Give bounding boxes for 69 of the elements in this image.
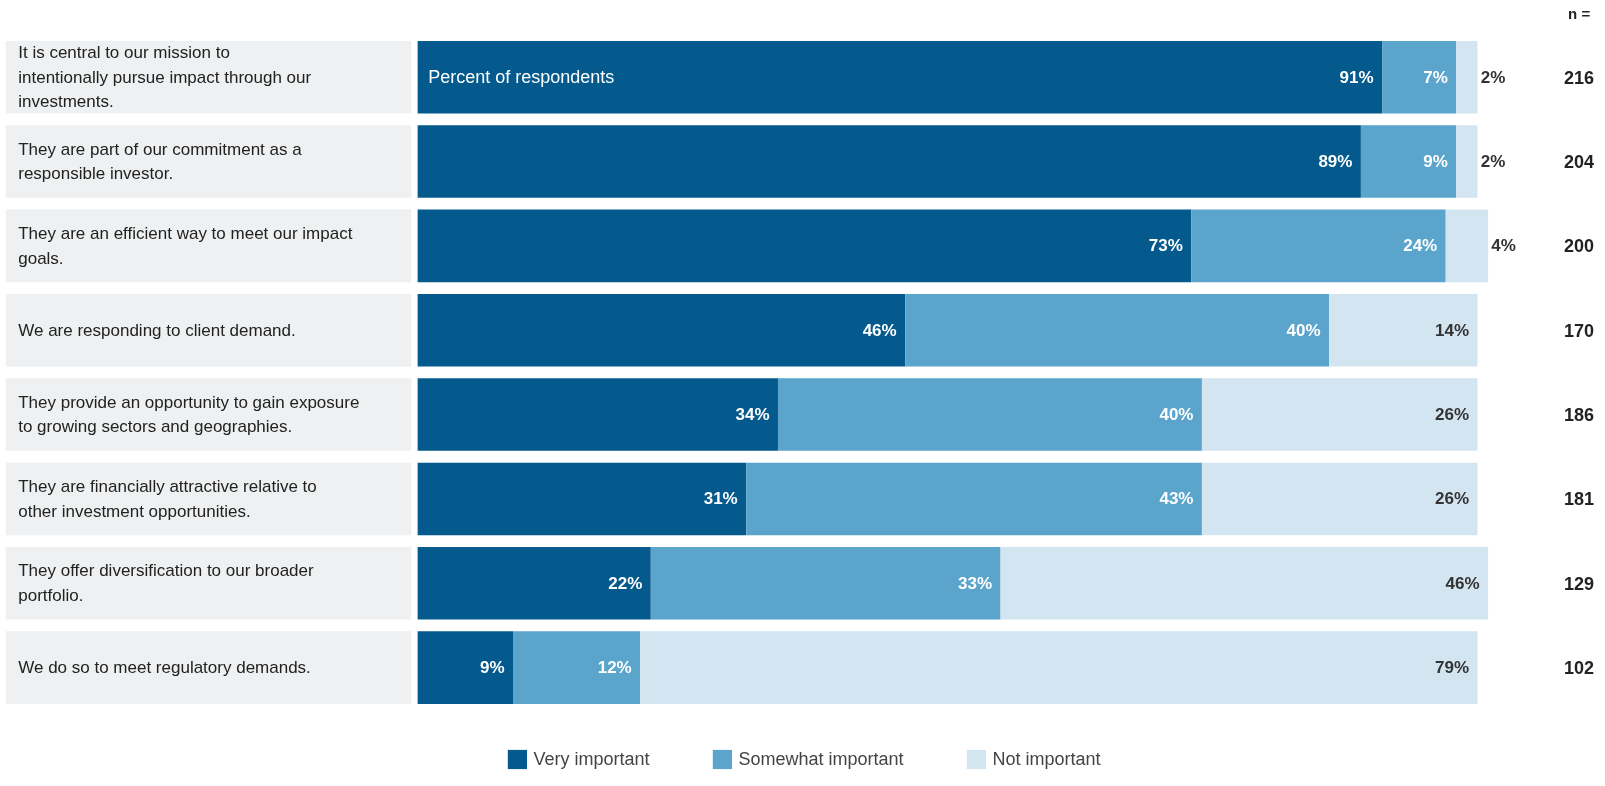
legend-label: Very important [533,748,650,770]
bar [1000,547,1489,620]
bar [1456,125,1478,198]
text: n = [1568,5,1591,23]
data-label: 46% [1445,573,1480,593]
bar [1329,293,1478,367]
bar [777,378,1202,451]
legend-label: Not important [992,748,1101,770]
y-tick-label: They offer diversification to our broader portfolio. [18,561,315,606]
bar [417,462,747,536]
bar [417,547,651,620]
bar [905,293,1330,367]
bar [417,378,778,451]
data-label: 31% [703,489,738,509]
legend-label: Somewhat important [738,748,904,770]
data-label: 26% [1435,489,1470,509]
y-tick-label: They provide an opportunity to gain exposure to growing sectors and geographies. [18,392,360,437]
data-label: 9% [1423,152,1448,172]
bar [417,293,906,367]
y-tick-label: They are financially attractive relative to other investment opportunities. [18,477,317,521]
data-label: 26% [1435,405,1470,425]
data-label: 73% [1148,236,1183,256]
annotation: Percent of respondents [428,67,615,88]
bar [1445,209,1489,283]
bar [417,209,1192,283]
text: 129 [1564,573,1595,594]
data-label: 89% [1318,152,1353,172]
data-label: 46% [862,320,897,340]
text: 216 [1564,67,1595,88]
text: 102 [1564,658,1595,679]
data-label: 14% [1435,320,1470,340]
data-label: 33% [958,573,993,593]
data-label: 2% [1480,152,1506,172]
text: 200 [1564,236,1595,257]
bar [1201,462,1478,536]
y-tick-label: They are an efficient way to meet our impact goals. [18,224,353,268]
bar [640,631,1478,704]
data-label: 24% [1403,236,1438,256]
data-label: 12% [597,658,632,678]
data-label: 40% [1286,320,1321,340]
y-tick-label: We do so to meet regulatory demands. [18,658,311,678]
bar [1201,378,1478,451]
data-label: 9% [479,658,505,678]
text: 181 [1564,489,1595,510]
bar [1360,125,1457,198]
y-tick-label: It is central to our mission to intentionally pursue impact through our investments. [18,43,312,112]
data-label: 2% [1480,67,1506,87]
data-label: 34% [735,405,770,425]
bar [1382,40,1457,114]
y-tick-label: We are responding to client demand. [18,320,296,340]
bar [1191,209,1446,283]
bar [1456,40,1478,114]
bar [513,631,641,704]
bar [417,40,1383,114]
y-tick-label: They are part of our commitment as a responsible investor. [18,139,303,184]
data-label: 79% [1435,658,1470,678]
data-label: 4% [1491,236,1516,256]
text: 186 [1564,405,1595,426]
bar [417,631,514,704]
bar [746,462,1202,536]
bar [650,547,1001,620]
data-label: 43% [1159,489,1194,509]
data-label: 91% [1339,67,1374,87]
text: 204 [1564,152,1595,173]
text: 170 [1564,320,1595,341]
data-label: 40% [1159,405,1194,425]
data-label: 7% [1423,67,1448,87]
data-label: 22% [608,573,643,593]
bar [417,125,1361,198]
